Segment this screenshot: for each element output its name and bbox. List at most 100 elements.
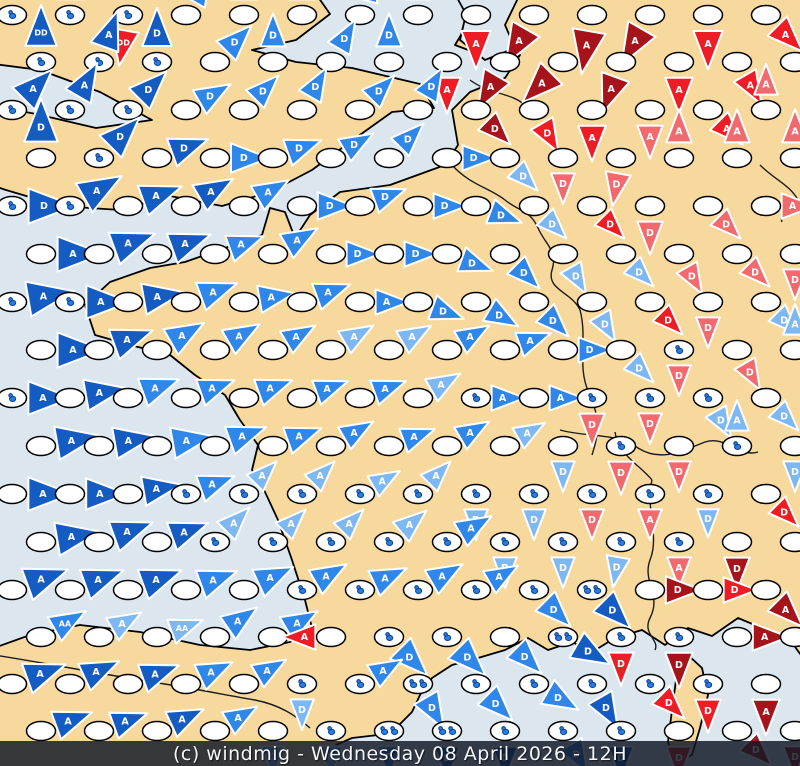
svg-text:D: D <box>468 258 476 269</box>
wind-marker: AA <box>25 610 87 648</box>
svg-text:A: A <box>631 36 639 47</box>
wind-marker: D <box>750 483 800 528</box>
bird-icon <box>531 680 539 689</box>
svg-text:A: A <box>646 515 654 526</box>
wind-marker: A <box>0 70 54 121</box>
svg-text:D: D <box>791 275 799 286</box>
wind-marker: A <box>112 475 183 507</box>
svg-text:A: A <box>538 78 546 89</box>
svg-text:A: A <box>324 288 332 299</box>
bird-icon <box>125 106 133 115</box>
svg-text:A: A <box>266 573 274 584</box>
bird-icon <box>357 680 365 689</box>
svg-text:A: A <box>515 36 523 47</box>
bird-icon <box>560 538 568 547</box>
wind-marker: A <box>0 476 73 512</box>
wind-marker: A <box>402 372 462 409</box>
wind-marker: A <box>375 511 428 553</box>
bird-icon <box>531 586 539 595</box>
svg-text:A: A <box>723 124 731 135</box>
svg-text:D: D <box>608 606 616 617</box>
svg-text:A: A <box>675 85 683 96</box>
svg-text:A: A <box>782 30 790 41</box>
bird-icon <box>584 586 592 595</box>
wind-marker: D <box>460 291 520 328</box>
svg-text:D: D <box>559 179 567 190</box>
svg-text:D: D <box>240 153 248 164</box>
wind-marker: A <box>170 281 238 313</box>
wind-marker: D <box>402 192 468 220</box>
wind-marker: A <box>199 425 267 457</box>
wind-marker: A <box>636 485 666 541</box>
wind-marker: D <box>694 389 732 439</box>
bird-icon <box>38 58 46 67</box>
svg-text:D: D <box>559 467 567 478</box>
wind-marker: A <box>373 427 436 457</box>
svg-text:D: D <box>404 134 412 145</box>
svg-text:A: A <box>467 523 475 534</box>
wind-marker: D <box>518 291 570 338</box>
wind-marker: D <box>634 575 703 605</box>
svg-text:A: A <box>121 717 129 728</box>
svg-text:D: D <box>588 515 596 526</box>
wind-marker: D <box>114 72 168 121</box>
wind-marker: A <box>25 425 101 461</box>
bird-icon <box>618 633 626 642</box>
wind-marker: D <box>228 74 280 121</box>
svg-text:D: D <box>381 192 389 203</box>
wind-marker: D <box>23 97 59 169</box>
svg-text:D: D <box>385 31 393 42</box>
wind-marker: D <box>549 533 579 589</box>
svg-text:D: D <box>427 82 435 93</box>
wind-marker: D <box>518 99 560 154</box>
bird-icon <box>565 633 573 642</box>
svg-text:AA: AA <box>176 624 189 633</box>
wind-marker: D <box>402 291 465 321</box>
svg-text:D: D <box>340 34 348 45</box>
wind-marker: D <box>692 576 758 604</box>
wind-marker: A <box>56 285 131 320</box>
wind-marker: D <box>576 195 626 240</box>
svg-text:A: A <box>152 575 160 586</box>
wind-marker: A <box>460 4 492 71</box>
bird-icon <box>328 727 336 736</box>
bird-icon <box>183 490 191 499</box>
svg-text:A: A <box>125 436 133 447</box>
svg-text:A: A <box>383 297 391 308</box>
wind-marker: D <box>520 675 580 711</box>
wind-marker: A <box>779 531 800 553</box>
svg-text:D: D <box>439 306 447 317</box>
wind-marker: D <box>607 533 637 589</box>
wind-marker: A <box>228 284 296 314</box>
wind-marker: A <box>170 177 234 217</box>
wind-marker: A <box>54 568 125 601</box>
svg-text:A: A <box>235 331 243 342</box>
svg-text:A: A <box>381 574 389 585</box>
svg-text:A: A <box>379 476 387 487</box>
wind-marker: A <box>663 108 695 169</box>
wind-marker: A <box>344 379 407 409</box>
bird-icon <box>473 394 481 403</box>
svg-text:A: A <box>761 632 769 643</box>
bird-icon <box>676 346 684 355</box>
bird-icon <box>299 680 307 689</box>
svg-text:A: A <box>209 287 217 298</box>
wind-marker: A <box>83 711 149 742</box>
svg-text:D: D <box>704 514 712 525</box>
svg-text:D: D <box>731 585 739 596</box>
wind-marker: D <box>286 191 355 221</box>
wind-marker: A <box>257 426 323 457</box>
wind-marker: D <box>460 99 512 146</box>
svg-text:A: A <box>762 707 770 718</box>
wind-marker: A <box>779 303 800 361</box>
bird-icon <box>410 680 418 689</box>
svg-text:A: A <box>487 82 495 93</box>
bird-icon <box>328 538 336 547</box>
wind-marker: A <box>521 51 579 104</box>
svg-text:A: A <box>762 80 770 91</box>
wind-marker: DD <box>25 5 58 73</box>
svg-text:A: A <box>207 187 215 198</box>
wind-marker: A <box>257 324 317 361</box>
wind-marker: D <box>520 485 550 541</box>
